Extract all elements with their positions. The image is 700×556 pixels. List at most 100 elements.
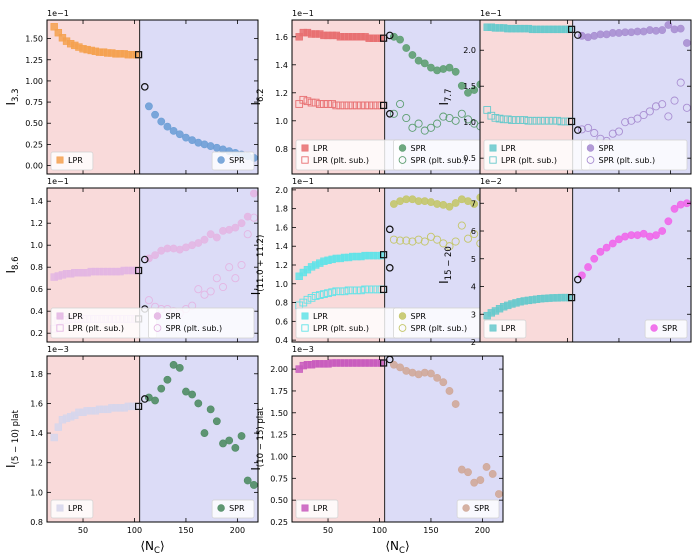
data-point-spr-plt-sub- bbox=[231, 274, 240, 283]
legend-label: LPR bbox=[501, 144, 516, 153]
data-point-lpr-plt-sub- bbox=[324, 289, 332, 298]
data-point-spr-plt-sub- bbox=[590, 128, 599, 138]
data-point-spr bbox=[157, 384, 166, 393]
data-point-spr bbox=[658, 227, 667, 235]
y-tick-label: 0.75 bbox=[25, 98, 43, 107]
legend-lpr bbox=[50, 307, 157, 339]
data-point-lpr-plt-sub- bbox=[536, 116, 545, 125]
anchor-circle bbox=[385, 110, 394, 118]
data-point-spr-plt-sub- bbox=[389, 235, 398, 244]
panel-i11: 0.4 0.6 0.8 1.0 1.2 1.4 1.6 1.8 2.0 1e−1 I(11.0 + … bbox=[249, 177, 504, 345]
data-point-spr bbox=[470, 200, 479, 208]
y-tick-label: 0.50 bbox=[270, 496, 288, 505]
data-point-spr-plt-sub- bbox=[670, 96, 679, 105]
legend-marker bbox=[398, 324, 407, 332]
legend-label: SPR bbox=[411, 312, 427, 321]
data-point-spr-plt-sub- bbox=[439, 112, 448, 121]
lpr-region bbox=[480, 188, 573, 342]
y-tick-label: 0.6 bbox=[30, 285, 43, 294]
y-tick-label: 1.6 bbox=[275, 223, 288, 232]
data-point-lpr-plt-sub- bbox=[528, 116, 537, 125]
data-point-spr bbox=[243, 476, 252, 485]
panel-i8-6: 0.2 0.4 0.6 0.8 1.0 1.2 1.4 1e−1 I8.6 LPR LPR (plt… bbox=[4, 177, 259, 343]
y-tick-label: 0.8 bbox=[30, 263, 43, 272]
data-point-spr-plt-sub- bbox=[682, 103, 691, 112]
data-point-lpr-plt-sub- bbox=[328, 100, 336, 108]
data-point-lpr bbox=[565, 25, 574, 34]
panel-i10-15plat: 0.25 0.50 0.75 1.00 1.25 1.50 1.75 2.00 50 100 150… bbox=[249, 345, 504, 556]
y-tick-label: 2 bbox=[471, 338, 476, 347]
data-point-spr bbox=[144, 393, 153, 402]
data-point-spr bbox=[243, 212, 252, 221]
data-point-lpr-plt-sub- bbox=[512, 116, 520, 124]
data-point-lpr-plt-sub- bbox=[491, 114, 500, 122]
axis-multiplier: 1e−1 bbox=[292, 177, 314, 186]
data-point-spr bbox=[200, 429, 209, 437]
data-point-spr-plt-sub- bbox=[414, 235, 423, 244]
data-point-lpr-plt-sub- bbox=[320, 100, 328, 108]
legend-spr bbox=[211, 151, 255, 171]
data-point-spr bbox=[664, 217, 673, 226]
data-point-lpr-plt-sub- bbox=[520, 116, 529, 124]
y-tick-label: 0.8 bbox=[275, 145, 288, 154]
legend-label: LPR (plt. sub.) bbox=[68, 324, 124, 333]
y-tick-label: 1.2 bbox=[30, 219, 43, 228]
data-point-spr-plt-sub- bbox=[445, 242, 454, 251]
data-point-spr-plt-sub- bbox=[144, 296, 153, 305]
y-tick-label: 1.8 bbox=[275, 205, 288, 214]
axis-multiplier: 1e−1 bbox=[47, 9, 69, 18]
y-axis-label: I8.6 bbox=[4, 256, 21, 273]
y-tick-label: 1.2 bbox=[30, 459, 43, 468]
anchor-square bbox=[380, 251, 388, 259]
anchor-square bbox=[568, 25, 576, 33]
legend-lpr bbox=[295, 307, 402, 339]
data-point-lpr-plt-sub- bbox=[299, 298, 308, 307]
data-point-lpr-plt-sub- bbox=[508, 116, 516, 124]
data-point-lpr-plt-sub- bbox=[311, 292, 320, 300]
data-point-spr-plt-sub- bbox=[463, 115, 473, 124]
data-point-spr bbox=[488, 470, 497, 478]
data-point-spr bbox=[175, 363, 184, 372]
legend-label: SPR bbox=[599, 144, 615, 153]
legend-label: LPR (plt. sub.) bbox=[313, 324, 369, 333]
y-tick-label: 1.4 bbox=[275, 242, 288, 251]
spr-region bbox=[139, 356, 258, 522]
axes-frame bbox=[479, 187, 692, 343]
legend-label: SPR bbox=[229, 504, 245, 513]
data-point-spr bbox=[445, 63, 454, 72]
legend-spr bbox=[581, 139, 688, 171]
legend-marker bbox=[398, 312, 407, 320]
y-axis-label: I(11.0 + 11.2) bbox=[249, 235, 266, 296]
data-point-spr bbox=[212, 233, 221, 242]
data-point-spr bbox=[249, 481, 258, 489]
y-tick-label: 1.00 bbox=[25, 77, 43, 86]
y-tick-label: 1.5 bbox=[463, 82, 476, 91]
data-point-lpr bbox=[132, 50, 141, 59]
legend-marker bbox=[56, 312, 64, 320]
y-tick-label: 0.2 bbox=[30, 329, 43, 338]
y-axis-label: I3.3 bbox=[4, 88, 21, 105]
data-point-spr bbox=[433, 373, 442, 382]
data-point-spr-plt-sub- bbox=[433, 235, 442, 244]
data-point-spr bbox=[577, 271, 586, 280]
data-point-spr bbox=[408, 51, 417, 59]
legend-label: LPR (plt. sub.) bbox=[501, 156, 557, 165]
y-tick-label: 0.5 bbox=[463, 154, 476, 163]
data-point-spr bbox=[676, 24, 685, 33]
legend-spr bbox=[644, 319, 688, 339]
data-point-lpr-plt-sub- bbox=[303, 295, 312, 304]
y-tick-label: 1.6 bbox=[30, 399, 43, 408]
data-point-lpr-plt-sub- bbox=[295, 100, 304, 108]
y-tick-label: 1.0 bbox=[30, 241, 43, 250]
x-axis-label: ⟨NC⟩ bbox=[385, 539, 409, 556]
data-point-lpr-plt-sub- bbox=[303, 97, 312, 106]
data-point-spr bbox=[402, 44, 411, 52]
data-point-lpr-plt-sub- bbox=[540, 116, 549, 125]
legend-label: LPR bbox=[68, 504, 83, 513]
data-point-spr bbox=[476, 476, 485, 484]
legend-label: LPR (plt. sub.) bbox=[313, 156, 369, 165]
data-point-spr bbox=[494, 490, 503, 498]
legend-marker bbox=[650, 324, 658, 332]
legend-label: SPR bbox=[662, 324, 678, 333]
data-point-spr bbox=[584, 263, 592, 271]
